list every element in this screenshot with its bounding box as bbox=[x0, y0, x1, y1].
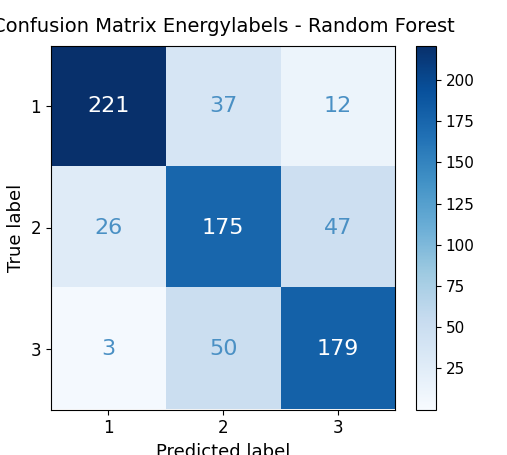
Text: 179: 179 bbox=[317, 339, 359, 359]
Text: 175: 175 bbox=[202, 217, 244, 238]
Text: 26: 26 bbox=[94, 217, 122, 238]
Text: 221: 221 bbox=[87, 96, 129, 116]
Text: 50: 50 bbox=[209, 339, 237, 359]
Title: Confusion Matrix Energylabels - Random Forest: Confusion Matrix Energylabels - Random F… bbox=[0, 17, 454, 35]
Text: 47: 47 bbox=[324, 217, 352, 238]
Y-axis label: True label: True label bbox=[7, 183, 25, 272]
Text: 12: 12 bbox=[324, 96, 352, 116]
Text: 37: 37 bbox=[209, 96, 237, 116]
X-axis label: Predicted label: Predicted label bbox=[156, 443, 291, 455]
Text: 3: 3 bbox=[101, 339, 115, 359]
